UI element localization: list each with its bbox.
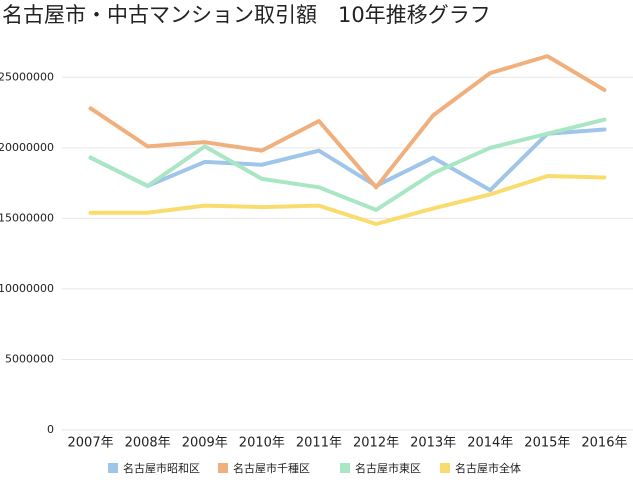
x-tick-label: 2016年	[581, 436, 627, 451]
legend-swatch	[340, 463, 350, 473]
series-line	[88, 127, 607, 193]
x-tick-label: 2007年	[68, 436, 114, 451]
x-tick-label: 2008年	[125, 436, 171, 451]
legend-swatch	[440, 463, 450, 473]
series-line	[88, 174, 607, 227]
x-tick-label: 2009年	[182, 436, 228, 451]
legend-label: 名古屋市東区	[355, 461, 421, 475]
series-line	[88, 54, 607, 190]
x-tick-label: 2014年	[467, 436, 513, 451]
chart-title: 名古屋市・中古マンション取引額 10年推移グラフ	[2, 3, 491, 27]
legend-label: 名古屋市昭和区	[123, 461, 200, 475]
x-tick-label: 2015年	[524, 436, 570, 451]
legend-label: 名古屋市千種区	[233, 461, 310, 475]
y-tick-label: 10000000	[0, 282, 54, 295]
legend-swatch	[218, 463, 228, 473]
x-tick-label: 2010年	[239, 436, 285, 451]
y-tick-label: 15000000	[0, 211, 54, 224]
legend-swatch	[108, 463, 118, 473]
x-tick-label: 2011年	[296, 436, 342, 451]
legend-label: 名古屋市全体	[455, 461, 521, 475]
x-tick-label: 2013年	[410, 436, 456, 451]
y-tick-label: 20000000	[0, 141, 54, 154]
y-tick-label: 5000000	[5, 352, 54, 365]
x-tick-label: 2012年	[353, 436, 399, 451]
series-line	[88, 117, 607, 212]
y-tick-label: 0	[47, 423, 54, 436]
y-tick-label: 25000000	[0, 70, 54, 83]
